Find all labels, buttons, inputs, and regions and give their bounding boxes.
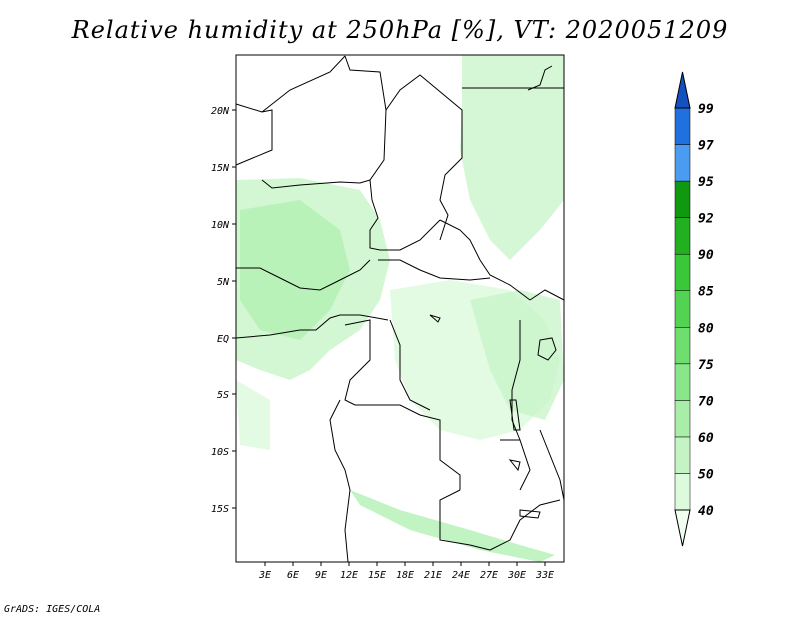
- lon-label-24e: 24E: [452, 570, 470, 581]
- colorbar-label: 40: [698, 504, 714, 519]
- lon-label-3e: 3E: [258, 570, 271, 581]
- colorbar-segment: [674, 253, 691, 291]
- lon-label-33e: 33E: [535, 570, 554, 581]
- humidity-area-east: [470, 290, 564, 420]
- colorbar-label: 97: [698, 139, 714, 154]
- lat-label-10s: 10S: [211, 447, 229, 458]
- colorbar-high-arrow: [674, 71, 691, 109]
- colorbar-segment: [674, 473, 691, 511]
- colorbar-low-arrow: [674, 509, 691, 547]
- lat-label-10n: 10N: [211, 220, 230, 231]
- lon-label-30e: 30E: [507, 570, 526, 581]
- colorbar-label: 60: [698, 431, 714, 446]
- humidity-area-southwest: [236, 380, 270, 450]
- longitude-ticks: 3E 6E 9E 12E 15E 18E 21E 24E 27E 30E 33E: [258, 562, 554, 581]
- lat-label-15s: 15S: [211, 504, 229, 515]
- colorbar-label: 85: [698, 285, 714, 300]
- country-borders: [235, 55, 565, 563]
- map-title: Relative humidity at 250hPa [%], VT: 202…: [71, 16, 729, 44]
- humidity-shading: [236, 55, 564, 562]
- colorbar-segment: [674, 327, 691, 365]
- colorbar-segment: [674, 436, 691, 474]
- humidity-area-ne: [460, 55, 564, 260]
- lon-label-6e: 6E: [287, 570, 299, 581]
- lakes: [429, 314, 557, 519]
- humidity-area-west-inner: [240, 200, 350, 340]
- colorbar-label: 92: [698, 212, 714, 227]
- credit-text: GrADS: IGES/COLA: [4, 604, 101, 615]
- lat-label-eq: EQ: [217, 334, 229, 345]
- lon-label-21e: 21E: [424, 570, 442, 581]
- lat-label-5s: 5S: [217, 390, 229, 401]
- colorbar-segment: [674, 144, 691, 182]
- lat-label-15n: 15N: [211, 163, 230, 174]
- colorbar: 40 50 60 70 75 80 85 90 92 95 97 99: [674, 71, 714, 547]
- humidity-band-south: [350, 490, 555, 562]
- lon-label-27e: 27E: [480, 570, 498, 581]
- lon-label-18e: 18E: [396, 570, 414, 581]
- colorbar-segment: [674, 180, 691, 218]
- colorbar-segment: [674, 363, 691, 401]
- colorbar-label: 99: [698, 102, 714, 117]
- lat-label-20n: 20N: [211, 106, 230, 117]
- colorbar-segment: [674, 217, 691, 255]
- colorbar-label: 80: [698, 321, 714, 336]
- colorbar-label: 70: [698, 394, 714, 409]
- colorbar-segment: [674, 290, 691, 328]
- colorbar-label: 90: [698, 248, 714, 263]
- colorbar-segment: [674, 400, 691, 438]
- lat-label-5n: 5N: [217, 277, 230, 288]
- lon-label-12e: 12E: [340, 570, 358, 581]
- colorbar-segment: [674, 107, 691, 145]
- colorbar-label: 75: [698, 358, 714, 373]
- lon-label-15e: 15E: [368, 570, 386, 581]
- colorbar-label: 50: [698, 467, 714, 482]
- colorbar-label: 95: [698, 175, 714, 190]
- map-frame: [235, 54, 565, 563]
- latitude-ticks: 20N 15N 10N 5N EQ 5S 10S 15S: [211, 106, 236, 515]
- lon-label-9e: 9E: [315, 570, 327, 581]
